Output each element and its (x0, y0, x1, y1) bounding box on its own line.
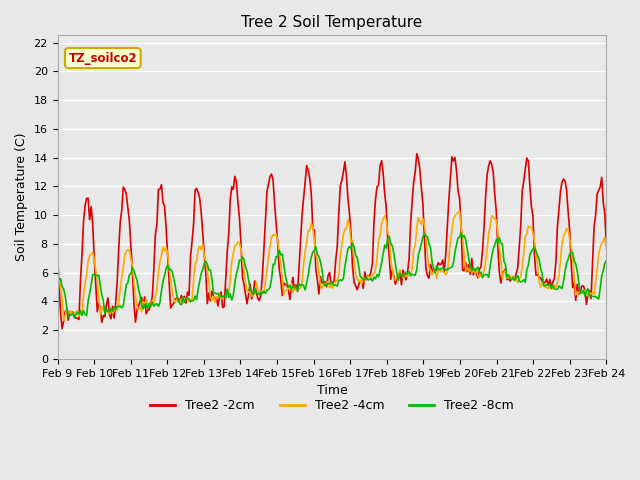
Tree2 -4cm (54, 265, 61, 271)
Tree2 -8cm (237, 258, 245, 264)
Text: TZ_soilco2: TZ_soilco2 (68, 51, 137, 64)
Tree2 -4cm (295, 287, 303, 292)
Line: Tree2 -8cm: Tree2 -8cm (58, 233, 606, 318)
Legend: Tree2 -2cm, Tree2 -4cm, Tree2 -8cm: Tree2 -2cm, Tree2 -4cm, Tree2 -8cm (145, 395, 519, 418)
Tree2 -8cm (70, 315, 78, 321)
Tree2 -2cm (295, 264, 303, 270)
Line: Tree2 -4cm: Tree2 -4cm (58, 211, 606, 320)
Tree2 -8cm (122, 282, 130, 288)
X-axis label: Time: Time (317, 384, 348, 397)
Tree2 -4cm (60, 317, 67, 323)
Tree2 -4cm (246, 288, 254, 294)
Tree2 -4cm (575, 289, 582, 295)
Tree2 -8cm (457, 230, 465, 236)
Tree2 -2cm (219, 305, 227, 311)
Tree2 -8cm (54, 274, 61, 280)
Tree2 -4cm (456, 208, 463, 214)
Tree2 -2cm (413, 151, 420, 156)
Title: Tree 2 Soil Temperature: Tree 2 Soil Temperature (241, 15, 422, 30)
Tree2 -2cm (237, 241, 245, 247)
Line: Tree2 -2cm: Tree2 -2cm (58, 154, 606, 329)
Tree2 -4cm (237, 246, 245, 252)
Tree2 -2cm (246, 281, 254, 287)
Tree2 -8cm (246, 286, 254, 292)
Tree2 -4cm (602, 245, 610, 251)
Tree2 -8cm (219, 294, 227, 300)
Tree2 -4cm (219, 294, 227, 300)
Tree2 -8cm (602, 258, 610, 264)
Tree2 -2cm (122, 191, 130, 197)
Tree2 -2cm (575, 291, 582, 297)
Tree2 -2cm (602, 242, 610, 248)
Y-axis label: Soil Temperature (C): Soil Temperature (C) (15, 133, 28, 262)
Tree2 -8cm (575, 280, 582, 286)
Tree2 -8cm (295, 281, 303, 287)
Tree2 -4cm (122, 248, 130, 254)
Tree2 -2cm (54, 250, 61, 256)
Tree2 -2cm (58, 326, 66, 332)
